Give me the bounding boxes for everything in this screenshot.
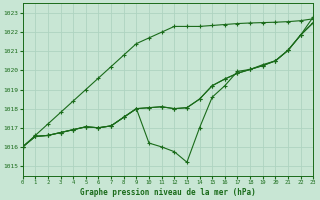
X-axis label: Graphe pression niveau de la mer (hPa): Graphe pression niveau de la mer (hPa) [80,188,256,197]
